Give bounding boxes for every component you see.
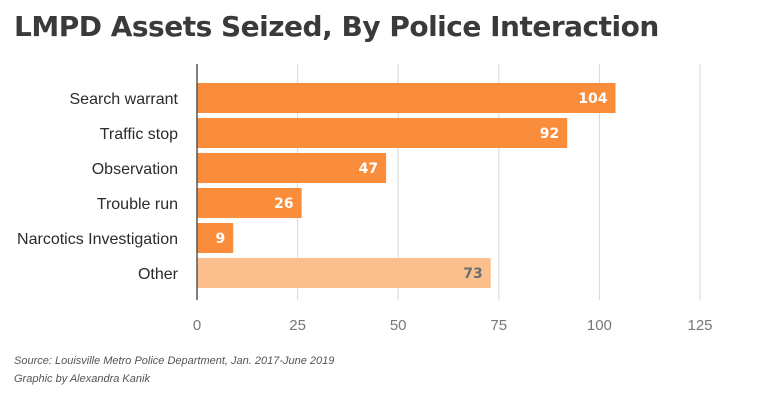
category-label-narcotics-investigation: Narcotics Investigation <box>17 231 178 248</box>
bar-observation <box>197 153 387 183</box>
x-tick-label-125: 125 <box>687 317 712 334</box>
chart-title: LMPD Assets Seized, By Police Interactio… <box>14 10 659 43</box>
category-label-trouble-run: Trouble run <box>97 196 178 213</box>
value-label-trouble-run: 26 <box>274 196 293 212</box>
x-axis-ticks: 0 25 50 75 100 125 <box>193 317 713 334</box>
x-tick-label-25: 25 <box>289 317 306 334</box>
x-tick-label-100: 100 <box>587 317 612 334</box>
bar-traffic-stop <box>197 118 568 148</box>
value-label-narcotics-investigation: 9 <box>215 231 225 247</box>
bar-narcotics-investigation <box>197 223 234 253</box>
category-label-search-warrant: Search warrant <box>70 91 179 108</box>
category-label-observation: Observation <box>92 161 178 178</box>
source-note: Source: Louisville Metro Police Departme… <box>14 355 335 367</box>
bar-search-warrant <box>197 83 616 113</box>
bar-other <box>197 258 491 288</box>
bar-trouble-run <box>197 188 302 218</box>
value-label-observation: 47 <box>359 161 378 177</box>
value-labels: 104 92 47 26 9 73 <box>215 91 607 282</box>
bars <box>197 83 616 288</box>
x-tick-label-0: 0 <box>193 317 201 334</box>
credit-note: Graphic by Alexandra Kanik <box>14 373 150 385</box>
value-label-traffic-stop: 92 <box>540 126 559 142</box>
x-tick-label-50: 50 <box>390 317 407 334</box>
value-label-other: 73 <box>463 266 482 282</box>
category-label-traffic-stop: Traffic stop <box>100 126 178 143</box>
value-label-search-warrant: 104 <box>578 91 607 107</box>
category-labels: Search warrant Traffic stop Observation Tro… <box>17 91 179 283</box>
x-tick-label-75: 75 <box>490 317 507 334</box>
category-label-other: Other <box>138 266 179 283</box>
